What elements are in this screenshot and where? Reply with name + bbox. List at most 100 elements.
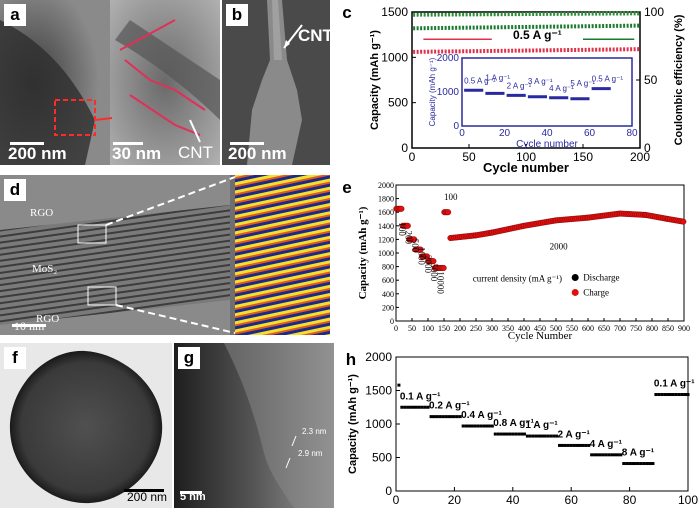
h-x-tick-label: 100 — [678, 493, 698, 507]
h-point — [540, 434, 544, 438]
e-y-tick-label: 1000 — [378, 249, 394, 258]
panel-b-micrograph — [222, 0, 330, 165]
c-inset-x-tick-label: 80 — [626, 128, 638, 139]
e-rate-point — [445, 209, 452, 216]
h-point — [505, 432, 509, 436]
h-point — [479, 424, 483, 428]
e-x-tick-label: 900 — [678, 324, 690, 333]
e-rate-point — [430, 258, 437, 265]
e-x-tick-label: 850 — [662, 324, 674, 333]
panel-h-label: h — [340, 349, 362, 371]
panel-c-label: c — [336, 2, 358, 24]
h-first-point — [397, 383, 401, 387]
h-point — [511, 432, 515, 436]
e-y-tick-label: 400 — [382, 290, 394, 299]
e-x-axis-label: Cycle Number — [508, 330, 573, 342]
panel-b-cnt-label: CNT — [298, 26, 330, 45]
h-point — [569, 443, 573, 447]
h-point — [522, 432, 526, 436]
h-point — [616, 453, 620, 457]
h-point — [598, 453, 602, 457]
panel-a-tem-image: a 200 nm 30 nm CNT — [0, 0, 220, 165]
panel-a-cnt-label: CNT — [178, 143, 213, 162]
e-legend-discharge: Discharge — [583, 272, 619, 282]
h-point — [429, 415, 433, 419]
h-point — [537, 434, 541, 438]
h-point — [525, 434, 529, 438]
h-point — [683, 393, 687, 397]
h-point — [423, 405, 427, 409]
panel-g-spacing2-label: 2.9 nm — [298, 449, 323, 458]
panel-g-scalebar — [180, 491, 202, 494]
h-point — [560, 443, 564, 447]
e-rate-label: 500 — [410, 239, 420, 253]
e-cycle-point — [680, 218, 687, 225]
h-point — [420, 405, 424, 409]
panel-b-label: b — [226, 4, 248, 26]
h-point — [563, 443, 567, 447]
e-rate-point — [440, 264, 447, 271]
panel-d-micrograph — [0, 175, 330, 335]
h-point — [566, 443, 570, 447]
c-inset-y-tick-label: 0 — [453, 121, 459, 132]
h-point — [461, 424, 465, 428]
h-point — [476, 424, 480, 428]
h-point — [464, 424, 468, 428]
c-inset-rate-label: 0.5 A g⁻¹ — [464, 76, 496, 85]
e-x-tick-label: 700 — [614, 324, 626, 333]
c-series-0 — [413, 23, 641, 31]
panel-a-scalebar-left — [10, 142, 44, 145]
c-x-axis-label: Cycle number — [483, 160, 569, 175]
h-point — [549, 434, 553, 438]
c-inset-rate-label: 0.5 A g⁻¹ — [592, 75, 624, 84]
h-rate-label: 0.2 A g⁻¹ — [429, 401, 470, 412]
h-point — [473, 424, 477, 428]
e-x-tick-label: 300 — [486, 324, 498, 333]
h-y-tick-label: 2000 — [365, 350, 392, 364]
e-x-tick-label: 200 — [454, 324, 466, 333]
h-point — [642, 462, 646, 466]
h-point — [455, 415, 459, 419]
h-point — [414, 405, 418, 409]
h-point — [581, 443, 585, 447]
c-inset-x-tick-label: 20 — [499, 128, 511, 139]
c-series-1 — [413, 47, 641, 54]
h-point — [613, 453, 617, 457]
h-point — [645, 462, 649, 466]
h-rate-label: 0.4 A g⁻¹ — [461, 410, 502, 421]
panel-e-plot: 0 50 100 150 200 250 300 350 400 450 500 550 600 650 7… — [357, 181, 690, 342]
panel-f-label: f — [4, 347, 26, 369]
h-point — [444, 415, 448, 419]
panel-d-scale: 10 nm — [14, 319, 45, 333]
c-x-tick-label: 0 — [409, 150, 416, 164]
h-point — [482, 424, 486, 428]
h-y-axis-label: Capacity (mAh g⁻¹) — [347, 374, 359, 474]
h-point — [654, 393, 658, 397]
panel-c-chart: c 0 50 100 150 200 0 500 1000 1500 0 50 100 Cycle nu… — [332, 0, 700, 175]
h-point — [403, 405, 407, 409]
h-point — [575, 443, 579, 447]
h-point — [406, 405, 410, 409]
panel-d-rgo-bottom-label: RGO — [36, 313, 60, 325]
c-inset-rate-label: 2 A g⁻¹ — [507, 81, 532, 90]
h-point — [452, 415, 456, 419]
h-point — [633, 462, 637, 466]
h-point — [496, 432, 500, 436]
e-x-tick-label: 750 — [630, 324, 642, 333]
e-rate-label: 5000 — [429, 263, 439, 282]
e-y-tick-label: 0 — [390, 317, 394, 326]
e-y-tick-label: 1400 — [378, 222, 394, 231]
e-x-tick-label: 450 — [534, 324, 546, 333]
panel-f-scalebar — [124, 489, 164, 492]
e-x-tick-label: 600 — [582, 324, 594, 333]
h-point — [604, 453, 608, 457]
h-x-tick-label: 40 — [506, 493, 520, 507]
panel-e-label: e — [336, 177, 358, 199]
e-rate-label: 1000 — [416, 247, 426, 266]
h-point — [610, 453, 614, 457]
h-point — [520, 432, 524, 436]
h-point — [622, 462, 626, 466]
h-point — [508, 432, 512, 436]
h-y-tick-label: 0 — [385, 484, 392, 498]
e-y-tick-label: 2000 — [378, 181, 394, 190]
